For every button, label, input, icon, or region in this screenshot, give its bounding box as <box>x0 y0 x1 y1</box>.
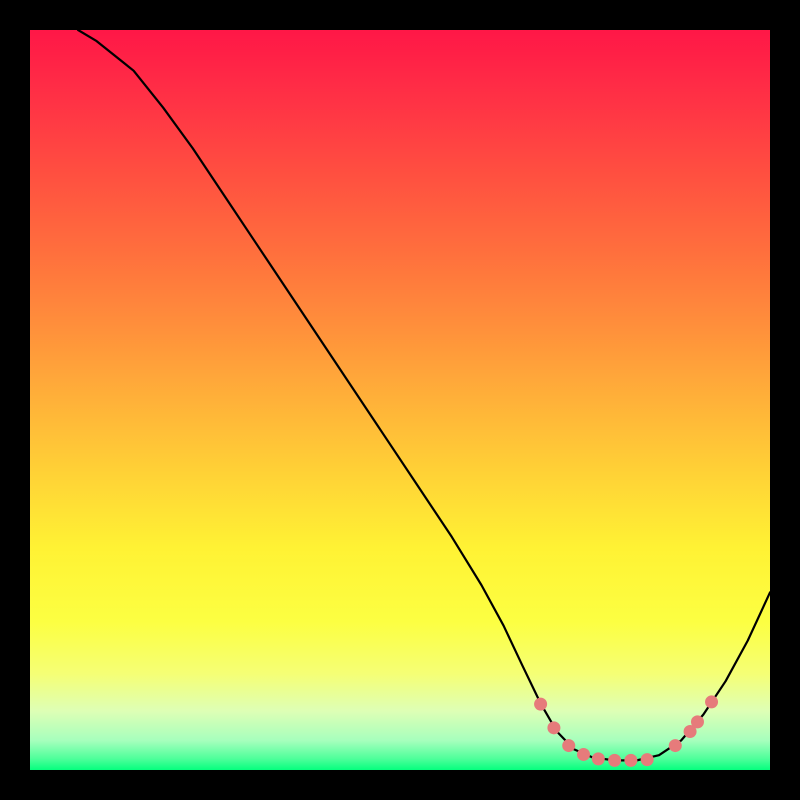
optimal-zone-marker <box>669 739 682 752</box>
optimal-zone-marker <box>534 698 547 711</box>
optimal-zone-marker <box>641 753 654 766</box>
optimal-zone-marker <box>608 754 621 767</box>
optimal-zone-marker <box>577 748 590 761</box>
chart-container: TheBottlenecker.com <box>0 0 800 800</box>
optimal-zone-marker <box>562 739 575 752</box>
plot-area <box>30 30 770 770</box>
optimal-zone-marker <box>624 754 637 767</box>
watermark-text: TheBottlenecker.com <box>545 5 770 33</box>
optimal-zone-marker <box>705 695 718 708</box>
optimal-zone-marker <box>691 715 704 728</box>
bottleneck-curve <box>78 30 770 760</box>
chart-svg <box>30 30 770 770</box>
optimal-zone-marker <box>547 721 560 734</box>
optimal-zone-marker <box>592 752 605 765</box>
